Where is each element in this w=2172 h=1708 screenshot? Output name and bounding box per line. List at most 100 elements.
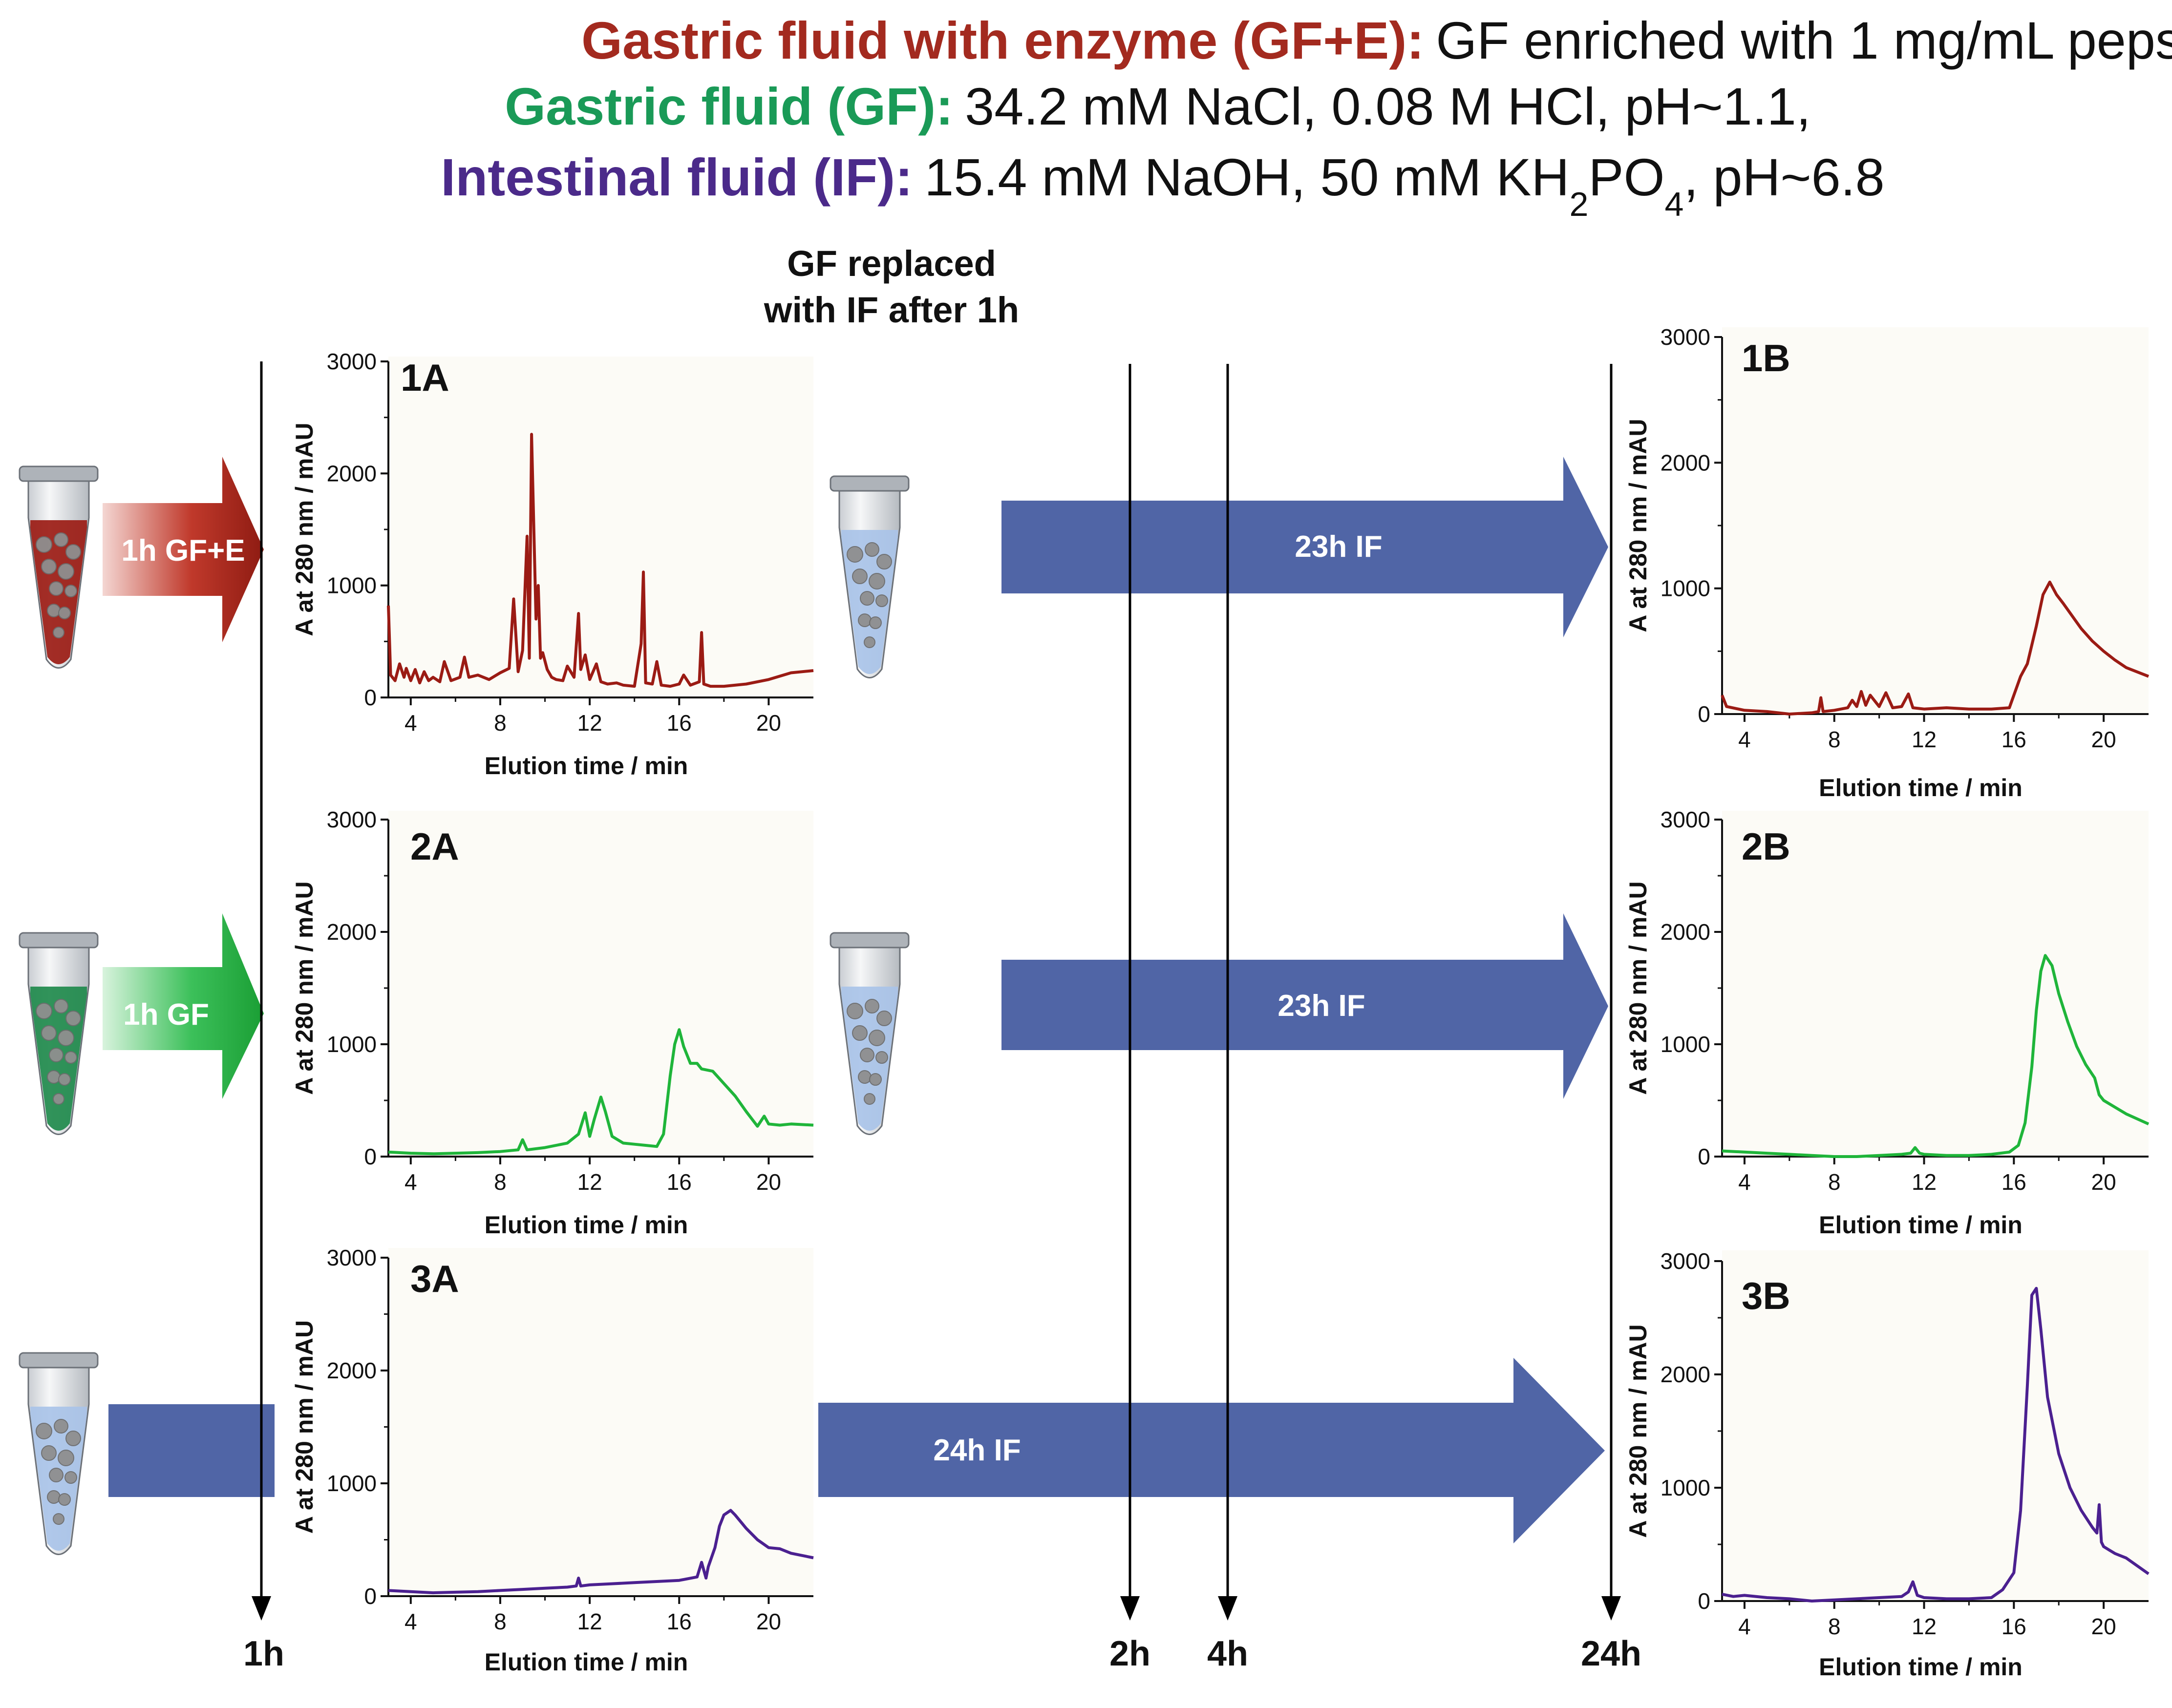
series-line-1a: [387, 433, 814, 688]
timeline-24h: 24h: [1581, 364, 1641, 1673]
x-tick-label: 16: [2002, 1614, 2026, 1639]
y-tick-label: 0: [1698, 701, 1710, 727]
header-line-2-label: Gastric fluid (GF):: [505, 77, 953, 136]
x-tick-label: 8: [494, 710, 507, 736]
timeline-4h: 4h: [1207, 364, 1248, 1673]
tube-if-top-icon: [830, 475, 910, 678]
y-tick-label: 1000: [1661, 1032, 1710, 1057]
x-tick-label: 20: [756, 710, 781, 736]
panel-1b: 0 1000 2000 3000 4 8 12 16 20 Elution time / min A…: [1624, 324, 2150, 801]
x-tick-label: 12: [1912, 727, 1937, 752]
arrow-24h-if-label: 24h IF: [933, 1434, 1021, 1467]
x-tick-label: 4: [405, 1609, 417, 1634]
y-tick-label: 2000: [327, 919, 377, 945]
y-tick-label: 2000: [1661, 919, 1710, 945]
tube-if-left-icon: [19, 1352, 99, 1555]
y-axis-label: A at 280 nm / mAU: [291, 422, 318, 636]
panel-3a: 0 1000 2000 3000 4 8 12 16 20 Elution time / min A…: [291, 1245, 814, 1676]
x-tick-label: 20: [2091, 1169, 2116, 1195]
arrow-1h-gfe: 1h GF+E: [103, 457, 264, 642]
y-tick-label: 1000: [327, 573, 377, 598]
x-tick-label: 20: [2091, 1614, 2116, 1639]
header-line-3-sub-4: 4: [1664, 185, 1683, 223]
y-axis-label: A at 280 nm / mAU: [291, 1320, 318, 1534]
series-line-2a: [388, 1028, 814, 1156]
arrow-23h-if-mid: 23h IF: [1001, 913, 1608, 1099]
y-tick-label: 0: [1698, 1144, 1710, 1169]
arrow-23h-if-top-label: 23h IF: [1295, 530, 1382, 564]
panel-background: [1722, 1250, 2149, 1601]
y-axis-label: A at 280 nm / mAU: [1624, 419, 1652, 632]
y-tick-label: 2000: [1661, 450, 1710, 475]
header-line-2-text: 34.2 mM NaCl, 0.08 M HCl, pH~1.1,: [965, 77, 1811, 136]
panel-2a: 0 1000 2000 3000 4 8 12 16 20 Elution time / min A…: [291, 807, 814, 1239]
panel-1a: 0 1000 2000 3000 4 8 12 16 20 Elution time / min A…: [291, 349, 814, 780]
y-axis-label: A at 280 nm / mAU: [1624, 881, 1652, 1095]
timeline-2h: 2h: [1109, 364, 1150, 1673]
arrow-23h-if-mid-label: 23h IF: [1278, 989, 1365, 1023]
x-tick-label: 4: [1738, 1614, 1751, 1639]
y-tick-label: 3000: [1661, 1248, 1710, 1274]
y-tick-label: 1000: [327, 1471, 377, 1496]
series-line-2b: [1722, 954, 2150, 1158]
panel-background: [388, 357, 813, 697]
x-tick-label: 8: [1828, 1614, 1841, 1639]
header-line-3-sub-2: 2: [1570, 185, 1589, 223]
series-line-1b: [1721, 580, 2150, 716]
series-line-3b: [1722, 1286, 2150, 1603]
y-tick-label: 0: [364, 685, 377, 710]
header-line-3-label: Intestinal fluid (IF):: [441, 148, 913, 207]
panel-label: 2B: [1742, 825, 1790, 868]
x-tick-label: 12: [1912, 1614, 1937, 1639]
x-tick-label: 8: [494, 1169, 507, 1195]
y-tick-label: 0: [364, 1583, 377, 1609]
arrow-23h-if-top: 23h IF: [1001, 457, 1608, 637]
header-line-3: Intestinal fluid (IF): 15.4 mM NaOH, 50 m…: [441, 148, 1884, 223]
panel-label: 3B: [1742, 1274, 1790, 1317]
y-tick-label: 3000: [327, 1245, 377, 1270]
header-line-3-text-a: 15.4 mM NaOH, 50 mM KH: [924, 148, 1569, 207]
y-tick-label: 3000: [327, 349, 377, 374]
x-tick-label: 4: [405, 1169, 417, 1195]
y-tick-label: 0: [1698, 1588, 1710, 1614]
x-tick-label: 12: [577, 1169, 602, 1195]
y-tick-label: 3000: [327, 807, 377, 832]
timepoint-2h-label: 2h: [1109, 1634, 1150, 1673]
x-tick-label: 16: [667, 1169, 692, 1195]
y-tick-label: 2000: [327, 461, 377, 486]
x-axis-label: Elution time / min: [485, 1211, 688, 1239]
y-axis-label: A at 280 nm / mAU: [291, 881, 318, 1095]
timepoint-24h-label: 24h: [1581, 1634, 1641, 1673]
x-tick-label: 20: [2091, 727, 2116, 752]
header-line-3-text-b: PO: [1588, 148, 1664, 207]
x-tick-label: 12: [577, 1609, 602, 1634]
x-tick-label: 16: [667, 1609, 692, 1634]
header-line-1: Gastric fluid with enzyme (GF+E): GF enri…: [581, 11, 2172, 70]
arrow-1h-gf-label: 1h GF: [123, 998, 209, 1032]
series-line-3a: [388, 1509, 814, 1595]
x-tick-label: 16: [667, 710, 692, 736]
y-tick-label: 1000: [1661, 576, 1710, 601]
panel-background: [1722, 811, 2149, 1157]
panel-background: [1722, 327, 2149, 714]
panel-label: 1A: [401, 356, 449, 399]
x-tick-label: 20: [756, 1169, 781, 1195]
panel-background: [388, 1248, 813, 1596]
panel-label: 2A: [410, 825, 459, 868]
x-axis-label: Elution time / min: [485, 752, 688, 780]
tube-if-mid-icon: [830, 932, 910, 1135]
timeline-1h: 1h: [243, 361, 284, 1673]
x-tick-label: 8: [494, 1609, 507, 1634]
panel-2b: 0 1000 2000 3000 4 8 12 16 20 Elution time / min A…: [1624, 807, 2150, 1239]
panel-label: 3A: [410, 1257, 459, 1300]
y-tick-label: 1000: [327, 1032, 377, 1057]
annotation-line-2: with IF after 1h: [764, 290, 1019, 330]
y-tick-label: 3000: [1661, 807, 1710, 832]
header-line-2: Gastric fluid (GF): 34.2 mM NaCl, 0.08 M …: [505, 77, 1811, 136]
x-tick-label: 4: [405, 710, 417, 736]
header-line-1-text: GF enriched with 1 mg/mL pepsin: [1436, 11, 2172, 70]
x-tick-label: 4: [1738, 1169, 1751, 1195]
x-tick-label: 8: [1828, 727, 1841, 752]
panel-3b: 0 1000 2000 3000 4 8 12 16 20 Elution time / min A…: [1624, 1248, 2150, 1681]
tube-gfe-icon: [19, 465, 99, 669]
